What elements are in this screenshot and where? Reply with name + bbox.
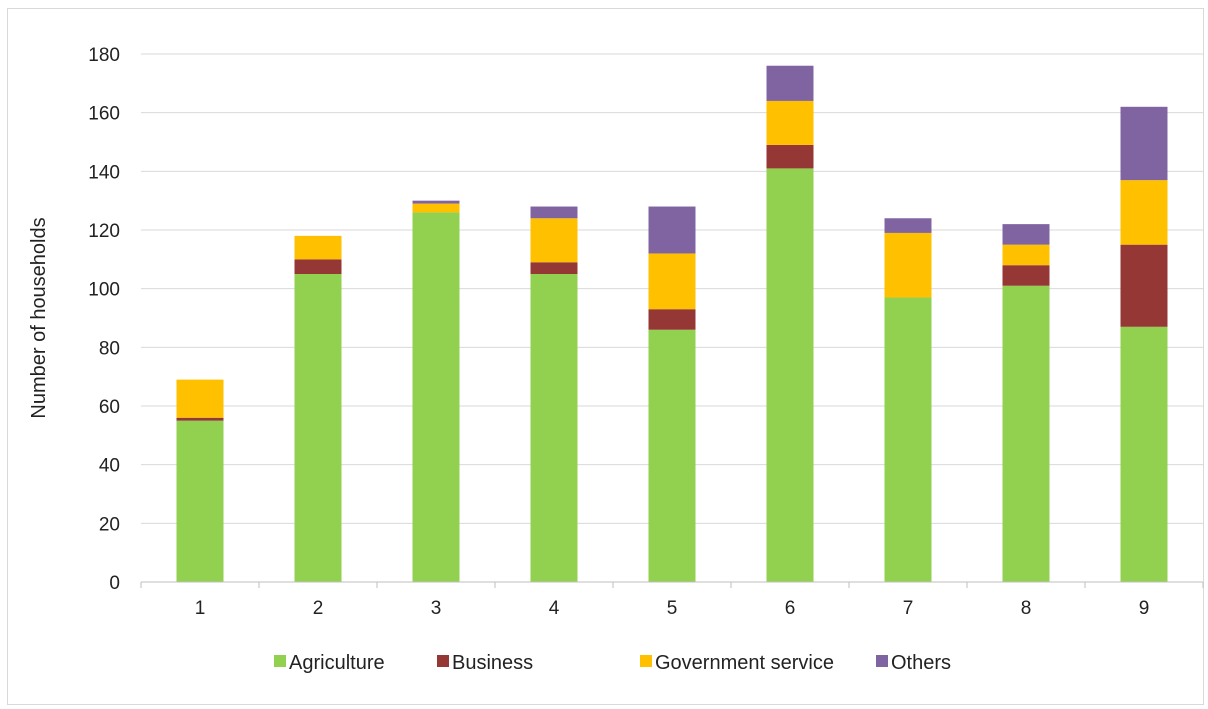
bar-segment <box>176 379 224 418</box>
bar-segment <box>1002 265 1050 286</box>
bar-segment <box>176 420 224 582</box>
x-tick-label: 9 <box>1139 598 1150 619</box>
bar-segment <box>412 212 460 582</box>
bar-segment <box>648 253 696 310</box>
bar-segment <box>884 218 932 233</box>
y-tick-label: 160 <box>88 104 120 125</box>
bar-segment <box>412 200 460 204</box>
legend-swatch <box>640 655 652 667</box>
x-tick-label: 3 <box>431 598 442 619</box>
legend-label: Government service <box>655 652 834 674</box>
bar-segment <box>530 274 578 582</box>
bar-segment <box>294 235 342 260</box>
bar-segment <box>648 329 696 582</box>
bar-segment <box>648 309 696 330</box>
y-tick-label: 100 <box>88 280 120 301</box>
bar-segment <box>1120 244 1168 327</box>
bar-segment <box>766 65 814 101</box>
bar-segment <box>1120 106 1168 181</box>
bar-segment <box>294 259 342 274</box>
bar-segment <box>1002 244 1050 266</box>
bar-segment <box>176 417 224 421</box>
bar-segment <box>530 206 578 219</box>
y-tick-label: 0 <box>109 573 120 594</box>
bar-segment <box>766 144 814 169</box>
bar-segment <box>766 100 814 145</box>
bar-segment <box>530 262 578 274</box>
y-tick-label: 120 <box>88 221 120 242</box>
bar-segment <box>766 168 814 582</box>
bar-segment <box>884 232 932 298</box>
y-tick-labels: 0 20 40 60 80 100 120 140 160 180 <box>88 45 120 594</box>
legend-swatch <box>876 655 888 667</box>
legend-label: Others <box>891 652 951 674</box>
bar-segment <box>1002 224 1050 245</box>
x-tick-label: 8 <box>1021 598 1032 619</box>
x-tick-label: 6 <box>785 598 796 619</box>
legend-swatch <box>437 655 449 667</box>
y-axis-title: Number of households <box>28 217 50 418</box>
bar-segment <box>530 218 578 263</box>
bar-segment <box>648 206 696 254</box>
bar-segment <box>1120 180 1168 245</box>
bar-segment <box>412 203 460 213</box>
y-tick-label: 140 <box>88 162 120 183</box>
x-tick-label: 2 <box>313 598 324 619</box>
x-tick-label: 7 <box>903 598 914 619</box>
x-tick-labels: 1 2 3 4 5 6 7 8 9 <box>195 598 1150 619</box>
axes <box>140 581 1204 588</box>
x-tick-label: 5 <box>667 598 678 619</box>
x-tick-label: 4 <box>549 598 560 619</box>
bars <box>176 65 1168 582</box>
legend-label: Business <box>452 652 533 674</box>
bar-segment <box>294 274 342 582</box>
x-tick-label: 1 <box>195 598 206 619</box>
y-tick-label: 180 <box>88 45 120 66</box>
bar-segment <box>1120 326 1168 582</box>
y-tick-label: 80 <box>99 338 120 359</box>
bar-segment <box>1002 285 1050 582</box>
chart-frame <box>7 8 1204 705</box>
y-tick-label: 40 <box>99 456 120 477</box>
y-tick-label: 60 <box>99 397 120 418</box>
y-tick-label: 20 <box>99 514 120 535</box>
legend-label: Agriculture <box>289 652 385 674</box>
legend: Agriculture Business Government service Oth… <box>274 652 951 674</box>
bar-segment <box>884 297 932 582</box>
legend-swatch <box>274 655 286 667</box>
